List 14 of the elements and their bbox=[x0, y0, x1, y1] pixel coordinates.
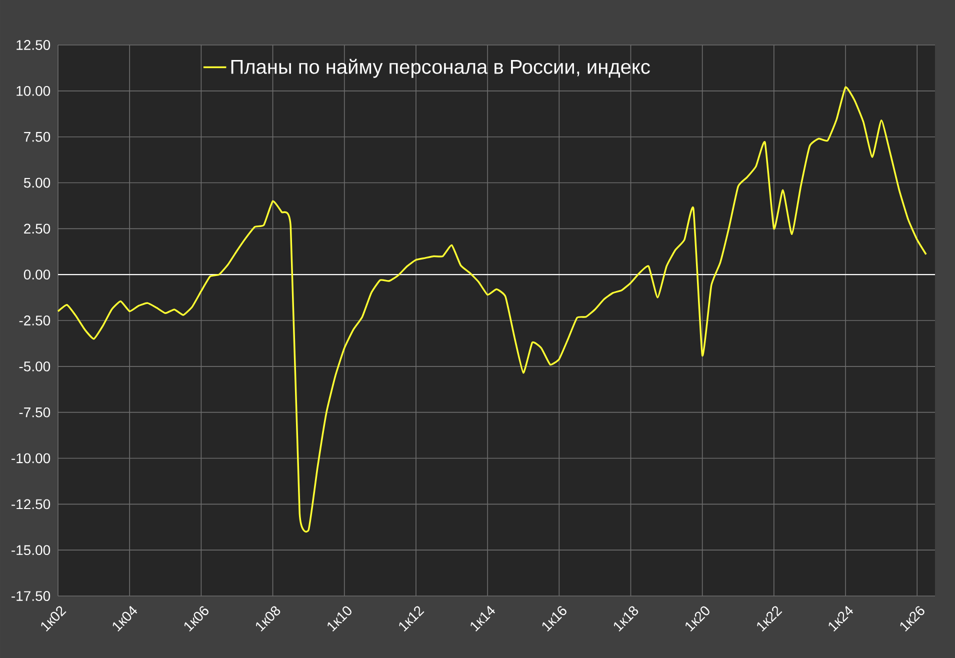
y-tick-label: 10.00 bbox=[16, 86, 50, 96]
y-tick-label: -5.00 bbox=[19, 361, 50, 372]
y-tick-label: -12.50 bbox=[12, 499, 50, 510]
y-tick-label: 2.50 bbox=[24, 224, 50, 234]
legend-label: Планы по найму персонала в России, индекс bbox=[231, 58, 650, 78]
y-tick-label: -10.00 bbox=[12, 453, 50, 464]
y-tick-label: -15.00 bbox=[12, 545, 50, 556]
y-tick-label: -2.50 bbox=[19, 316, 50, 326]
y-tick-label: -17.50 bbox=[12, 591, 50, 601]
y-tick-label: 0.00 bbox=[24, 270, 50, 280]
y-tick-label: 5.00 bbox=[24, 178, 50, 188]
y-tick-label: 12.50 bbox=[16, 40, 50, 50]
y-tick-label: -7.50 bbox=[19, 407, 50, 418]
y-tick-label: 7.50 bbox=[24, 132, 50, 142]
